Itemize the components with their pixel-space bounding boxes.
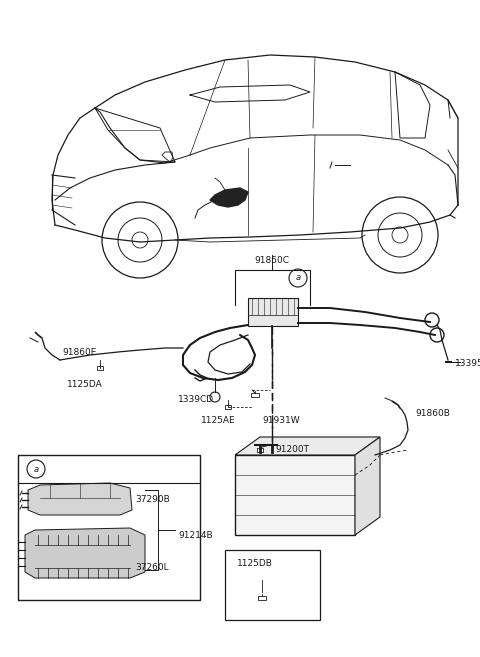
- Text: 91850C: 91850C: [254, 256, 289, 265]
- Text: 37260L: 37260L: [135, 564, 168, 572]
- Bar: [235, 455, 355, 535]
- Text: 1339CD: 1339CD: [178, 395, 214, 404]
- Text: 1125DA: 1125DA: [67, 380, 103, 389]
- Bar: [257, 448, 263, 452]
- Polygon shape: [28, 483, 132, 515]
- Text: 91200T: 91200T: [275, 445, 309, 455]
- Text: 91214B: 91214B: [178, 530, 213, 539]
- Text: 91860E: 91860E: [62, 348, 96, 357]
- Text: a: a: [34, 464, 38, 474]
- Bar: [258, 596, 265, 600]
- Text: 1125AE: 1125AE: [201, 416, 235, 425]
- Bar: [97, 366, 103, 370]
- Bar: [18, 455, 200, 600]
- Text: 91931W: 91931W: [262, 416, 300, 425]
- Bar: [248, 298, 298, 326]
- Circle shape: [27, 460, 45, 478]
- Polygon shape: [25, 528, 145, 578]
- Polygon shape: [210, 188, 248, 207]
- Text: 91860B: 91860B: [415, 409, 450, 417]
- Polygon shape: [235, 437, 380, 455]
- Circle shape: [289, 269, 307, 287]
- Text: 1125DB: 1125DB: [237, 559, 273, 568]
- Text: a: a: [295, 273, 300, 283]
- Text: 37290B: 37290B: [135, 495, 170, 505]
- Bar: [225, 550, 320, 620]
- Bar: [252, 393, 259, 397]
- Bar: [225, 405, 231, 409]
- Text: 13395A: 13395A: [455, 359, 480, 369]
- Polygon shape: [355, 437, 380, 535]
